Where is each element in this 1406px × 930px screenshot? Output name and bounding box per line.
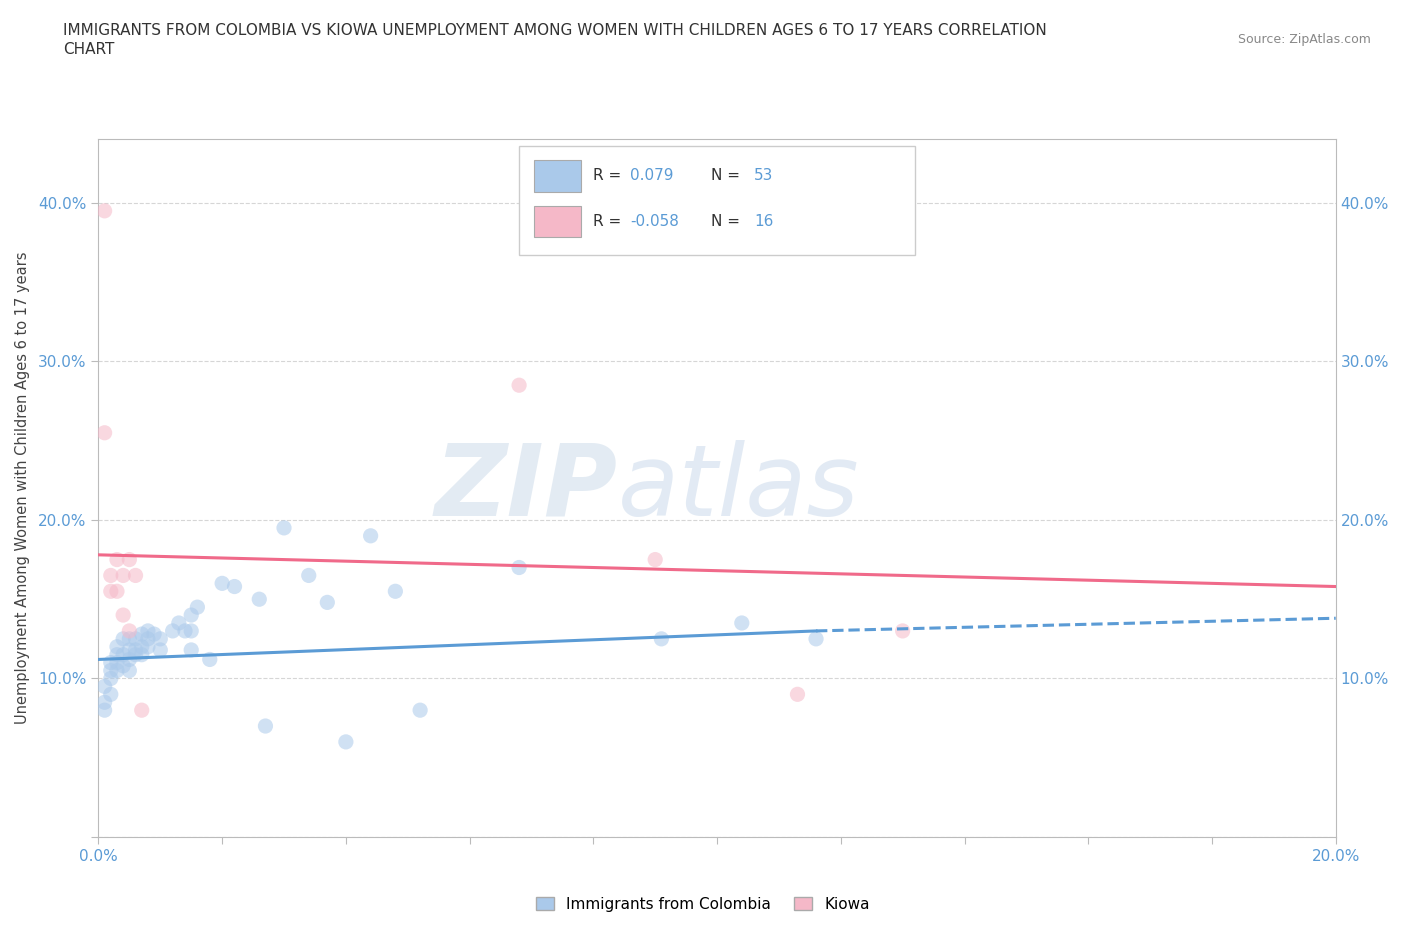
Point <box>198 652 221 667</box>
Point <box>211 576 233 591</box>
Text: atlas: atlas <box>619 440 859 537</box>
Point <box>105 639 128 654</box>
Point <box>167 616 190 631</box>
Text: N =: N = <box>711 214 745 229</box>
Point <box>254 719 277 734</box>
Point <box>186 600 208 615</box>
Point <box>105 647 128 662</box>
Point <box>93 703 115 718</box>
Text: 0.079: 0.079 <box>630 168 673 183</box>
Point <box>149 631 172 646</box>
Point <box>224 579 246 594</box>
Point <box>384 584 406 599</box>
Point <box>131 627 153 642</box>
Text: N =: N = <box>711 168 745 183</box>
Point <box>112 631 135 646</box>
Point <box>360 528 382 543</box>
Point <box>100 584 122 599</box>
Point <box>298 568 321 583</box>
Point <box>118 663 141 678</box>
Point <box>143 627 166 642</box>
Point <box>124 631 146 646</box>
Text: CHART: CHART <box>63 42 115 57</box>
Text: R =: R = <box>593 214 627 229</box>
Point <box>247 591 270 606</box>
Point <box>891 623 914 638</box>
Point <box>118 631 141 646</box>
Point <box>118 643 141 658</box>
Point <box>100 671 122 686</box>
Point <box>149 643 172 658</box>
Point <box>180 607 202 622</box>
Point <box>100 568 122 583</box>
Point <box>100 663 122 678</box>
Point <box>100 687 122 702</box>
FancyBboxPatch shape <box>534 160 581 192</box>
Point <box>112 647 135 662</box>
Point <box>93 695 115 710</box>
Point <box>93 679 115 694</box>
Point <box>118 552 141 567</box>
Text: ZIP: ZIP <box>434 440 619 537</box>
Point <box>316 595 339 610</box>
Point <box>409 703 432 718</box>
Point <box>804 631 827 646</box>
Point <box>131 703 153 718</box>
Text: 16: 16 <box>754 214 773 229</box>
Point <box>105 655 128 670</box>
Text: Source: ZipAtlas.com: Source: ZipAtlas.com <box>1237 33 1371 46</box>
Point <box>335 735 357 750</box>
Point <box>136 639 159 654</box>
Point <box>105 663 128 678</box>
Point <box>118 652 141 667</box>
Point <box>650 631 672 646</box>
Text: -0.058: -0.058 <box>630 214 679 229</box>
Point <box>124 643 146 658</box>
Point <box>105 552 128 567</box>
Text: R =: R = <box>593 168 627 183</box>
Point <box>731 616 754 631</box>
Point <box>180 623 202 638</box>
Text: 53: 53 <box>754 168 773 183</box>
Y-axis label: Unemployment Among Women with Children Ages 6 to 17 years: Unemployment Among Women with Children A… <box>15 252 30 724</box>
Point <box>136 623 159 638</box>
Point <box>786 687 808 702</box>
Point <box>508 378 530 392</box>
Point <box>112 607 135 622</box>
Point <box>644 552 666 567</box>
FancyBboxPatch shape <box>519 147 915 255</box>
Point <box>273 521 295 536</box>
Point <box>162 623 184 638</box>
Point <box>124 647 146 662</box>
Point <box>112 568 135 583</box>
Point <box>93 425 115 440</box>
FancyBboxPatch shape <box>534 206 581 237</box>
Point <box>118 623 141 638</box>
Point <box>100 655 122 670</box>
Point <box>180 643 202 658</box>
Point <box>105 584 128 599</box>
Point <box>136 631 159 646</box>
Point <box>93 204 115 219</box>
Point <box>174 623 197 638</box>
Text: IMMIGRANTS FROM COLOMBIA VS KIOWA UNEMPLOYMENT AMONG WOMEN WITH CHILDREN AGES 6 : IMMIGRANTS FROM COLOMBIA VS KIOWA UNEMPL… <box>63 23 1047 38</box>
Point <box>112 658 135 673</box>
Point <box>131 647 153 662</box>
Point <box>508 560 530 575</box>
Point <box>124 568 146 583</box>
Legend: Immigrants from Colombia, Kiowa: Immigrants from Colombia, Kiowa <box>530 890 876 918</box>
Point <box>131 639 153 654</box>
